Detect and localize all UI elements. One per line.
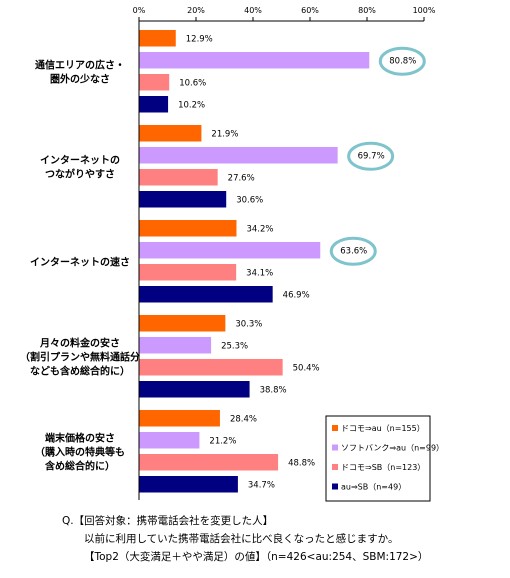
- bar: [139, 52, 370, 69]
- legend-label: ソフトバンク⇒au（n=99）: [341, 444, 444, 453]
- bar: [139, 264, 237, 281]
- category-label: 圏外の少なさ: [50, 72, 110, 85]
- bar: [139, 359, 283, 376]
- legend-swatch: [332, 483, 338, 490]
- x-tick-label: 60%: [301, 6, 319, 15]
- data-label: 69.7%: [358, 151, 385, 161]
- highlight-circle: [329, 236, 377, 266]
- bar: [139, 30, 176, 47]
- bar: [139, 242, 321, 259]
- data-label: 25.3%: [221, 341, 248, 351]
- data-label: 28.4%: [230, 414, 257, 424]
- bar: [139, 96, 169, 113]
- legend-box: [325, 415, 431, 502]
- data-label: 10.6%: [179, 78, 206, 88]
- x-tick-label: 40%: [244, 6, 262, 15]
- bar: [139, 410, 220, 427]
- bar: [139, 315, 226, 332]
- data-label: 48.8%: [288, 458, 315, 468]
- x-tick-label: 20%: [187, 6, 205, 15]
- legend-label: ドコモ⇒SB（n=123）: [341, 463, 425, 472]
- bar: [139, 147, 338, 164]
- data-label: 80.8%: [389, 56, 416, 66]
- category-label: なども含め総合的に）: [30, 364, 130, 377]
- legend-label: ドコモ⇒au（n=155）: [341, 424, 425, 433]
- bar: [139, 220, 237, 237]
- category-label: 月々の料金の安さ: [39, 336, 120, 349]
- legend-swatch: [332, 444, 338, 451]
- bar-chart: 0% 20% 40% 60% 80% 100% 12.9% 80.8% 10.6% 10.2% 通信…: [20, 6, 444, 502]
- data-label: 38.8%: [260, 385, 287, 395]
- bar: [139, 381, 250, 398]
- data-label: 12.9%: [186, 34, 213, 44]
- footnote-line-1: Q.【回答対象：携帯電話会社を変更した人】: [62, 515, 274, 527]
- category-label: 端末価格の安さ: [45, 431, 115, 444]
- x-tick-label: 0%: [133, 6, 146, 15]
- category-label: 通信エリアの広さ・: [35, 58, 125, 71]
- category-label: （購入時の特典等も: [35, 445, 125, 458]
- legend-label: au⇒SB（n=49）: [341, 483, 406, 492]
- data-label: 30.3%: [235, 319, 262, 329]
- legend-swatch: [332, 425, 338, 431]
- bar: [139, 191, 227, 208]
- x-tick-label: 100%: [413, 6, 436, 15]
- bar: [139, 432, 200, 449]
- category-label: （割引プランや無料通話分: [20, 350, 140, 363]
- highlight-circle: [378, 46, 426, 76]
- data-label: 34.2%: [246, 224, 273, 234]
- data-label: 21.2%: [209, 436, 236, 446]
- data-label: 46.9%: [283, 290, 310, 300]
- data-label: 21.9%: [211, 129, 238, 139]
- data-label: 50.4%: [293, 363, 320, 373]
- highlight-circle: [347, 141, 395, 171]
- data-label: 63.6%: [340, 246, 367, 256]
- bar: [139, 74, 170, 91]
- bar: [139, 286, 273, 303]
- data-label: 27.6%: [228, 173, 255, 183]
- data-label: 34.1%: [246, 268, 273, 278]
- data-label: 10.2%: [178, 100, 205, 110]
- category-label: 含め総合的に）: [45, 459, 115, 472]
- bar: [139, 454, 279, 471]
- x-tick-label: 80%: [358, 6, 376, 15]
- category-label: インターネットの速さ: [30, 255, 130, 268]
- legend-swatch: [332, 464, 338, 470]
- data-label: 34.7%: [248, 480, 275, 490]
- bar: [139, 337, 212, 354]
- footnote-line-2: 以前に利用していた携帯電話会社に比べ良くなったと感じますか。: [84, 533, 399, 545]
- category-label: つながりやすさ: [45, 167, 115, 180]
- bar: [139, 476, 238, 493]
- footnote-line-3: 【Top2（大変満足＋やや満足）の値】（n=426<au:254、SBM:172…: [84, 551, 429, 563]
- category-label: インターネットの: [40, 154, 120, 166]
- data-label: 30.6%: [236, 195, 263, 205]
- bar: [139, 169, 218, 186]
- bar: [139, 125, 202, 142]
